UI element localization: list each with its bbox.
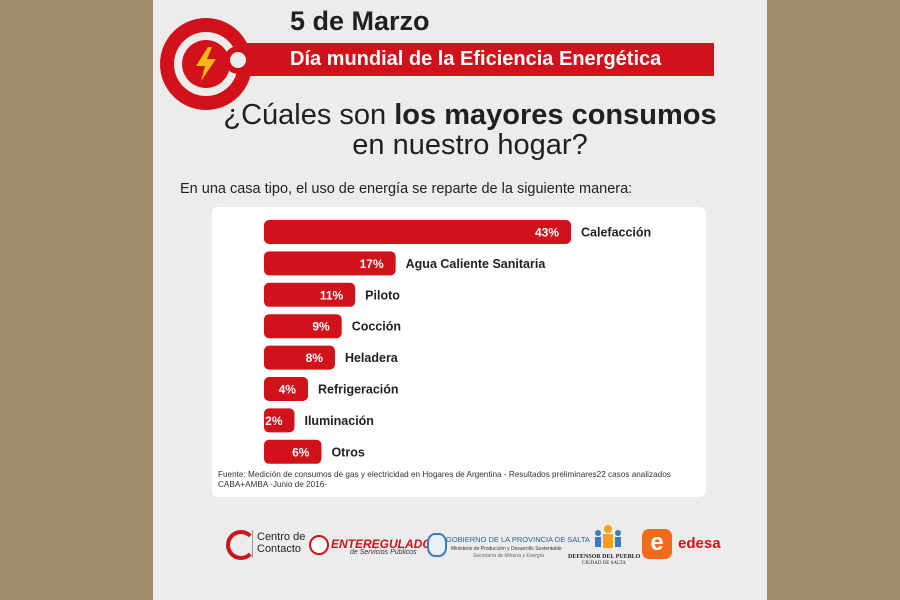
bar-6: [264, 408, 295, 433]
bar-category-label-1: Agua Caliente Sanitaria: [406, 257, 547, 271]
bar-value-label-7: 6%: [292, 445, 310, 459]
main-question: ¿Cúales son los mayores consumos en nues…: [160, 100, 780, 160]
gobierno-salta-shield-icon: [427, 533, 447, 557]
bar-category-label-6: Iluminación: [304, 414, 373, 428]
bar-value-label-2: 11%: [320, 288, 344, 302]
bar-1: [264, 251, 396, 276]
enteregulador-sub: de Servicios Públicos: [350, 549, 417, 556]
bar-value-label-6: 2%: [265, 414, 283, 428]
bar-category-label-4: Heladera: [345, 351, 399, 365]
bar-value-label-4: 8%: [306, 351, 324, 365]
gobierno-salta-sub2: Secretaría de Minería y Energía: [473, 553, 544, 559]
bar-category-label-2: Piloto: [365, 288, 400, 302]
bar-0: [264, 220, 571, 244]
bar-category-label-3: Cocción: [352, 320, 401, 334]
bar-value-label-3: 9%: [312, 320, 330, 334]
bar-3: [264, 314, 342, 339]
centro-contacto-logo-icon: [226, 530, 256, 560]
gobierno-salta-logo: GOBIERNO DE LA PROVINCIA DE SALTA: [446, 535, 590, 544]
intro-text: En una casa tipo, el uso de energía se r…: [180, 181, 633, 197]
bar-2: [264, 282, 356, 307]
source-note: Fuente: Medición de consumos de gas y el…: [218, 470, 671, 489]
question-part1: ¿Cúales son: [223, 99, 395, 131]
chart-card: 43% Calefacción 17% Agua Caliente Sanitaria…: [212, 207, 706, 497]
edesa-logo-icon: e: [642, 529, 672, 559]
edesa-logo: edesa: [678, 535, 721, 552]
lightning-icon-circle: [182, 40, 230, 88]
question-bold: los mayores consumos: [394, 99, 717, 131]
bar-7: [264, 439, 322, 464]
question-part2: en nuestro hogar?: [352, 129, 588, 161]
bar-value-label-5: 4%: [279, 383, 297, 397]
bar-value-label-0: 43%: [535, 226, 559, 240]
enteregulador-logo: ENTEREGULADOR: [331, 537, 441, 551]
centro-contacto-line1: Centro de: [257, 531, 306, 543]
bar-category-label-5: Refrigeración: [318, 383, 399, 397]
bar-5: [264, 377, 308, 401]
defensor-pueblo-icon: [595, 525, 621, 548]
banner-title: Día mundial de la Eficiencia Energética: [290, 48, 662, 70]
bar-chart: 43% Calefacción 17% Agua Caliente Sanitaria…: [264, 220, 651, 464]
centro-contacto-logo: Centro de Contacto: [257, 531, 305, 555]
bar-category-label-7: Otros: [331, 445, 364, 459]
date-title: 5 de Marzo: [290, 6, 430, 36]
logo-divider: [252, 530, 253, 558]
title-banner: [236, 43, 714, 76]
banner-dot-inner: [230, 52, 246, 68]
lightning-icon: [196, 47, 216, 81]
bar-4: [264, 345, 335, 370]
defensor-pueblo-sub: CIUDAD DE SALTA: [582, 561, 626, 566]
enteregulador-logo-icon: [309, 535, 329, 555]
centro-contacto-line2: Contacto: [257, 543, 302, 555]
bar-value-label-1: 17%: [360, 257, 384, 271]
defensor-pueblo-logo: DEFENSOR DEL PUEBLO: [568, 554, 641, 560]
gobierno-salta-sub1: Ministerio de Producción y Desarrollo Su…: [451, 546, 562, 552]
bar-category-label-0: Calefacción: [581, 226, 651, 240]
